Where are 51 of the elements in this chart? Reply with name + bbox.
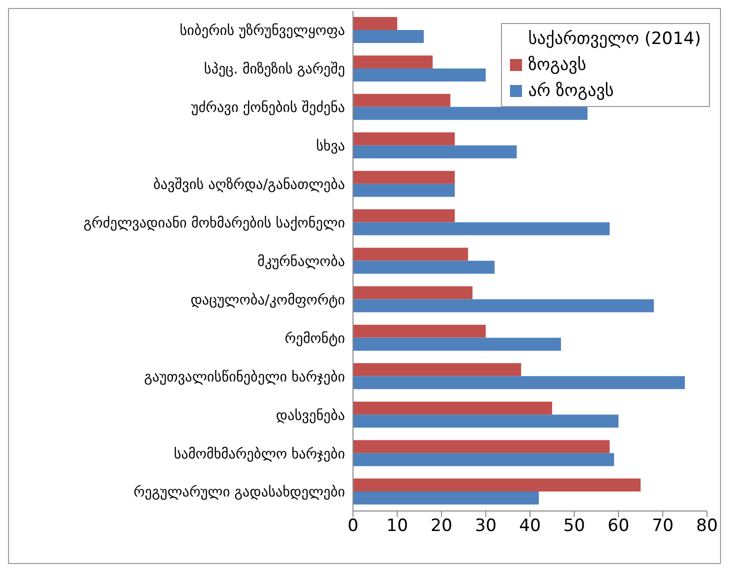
y-tick-label: სხვა xyxy=(316,138,345,155)
y-tick-label: სიბერის უზრუნველყოფა xyxy=(180,23,345,40)
y-tick-label: რემონტი xyxy=(284,330,345,347)
bar xyxy=(353,248,468,261)
bar xyxy=(353,106,588,120)
bar xyxy=(353,209,455,222)
bar xyxy=(353,414,618,428)
x-tick-label: 0 xyxy=(348,516,358,536)
x-tick-label: 80 xyxy=(696,516,718,536)
bar xyxy=(353,338,561,351)
bar xyxy=(353,299,654,312)
y-tick-label: ბავშვის აღზრდა/განათლება xyxy=(153,177,345,194)
bar xyxy=(353,478,641,492)
bar xyxy=(353,94,450,107)
bar xyxy=(353,376,685,390)
y-tick-label: სპეც. მიზეზის გარეშე xyxy=(204,62,345,78)
bar xyxy=(353,17,398,30)
bar xyxy=(353,145,517,158)
bar xyxy=(353,184,455,197)
x-tick-label: 40 xyxy=(519,516,541,536)
legend-label: არ ზოგავს xyxy=(528,80,614,103)
bar xyxy=(353,170,455,184)
bar xyxy=(353,402,552,415)
bar xyxy=(353,363,522,376)
bar xyxy=(353,132,455,146)
y-tick-label: გაუთვალისწინებელი ხარჯები xyxy=(144,369,345,386)
bar xyxy=(353,55,433,68)
legend-title: საქართველო (2014) xyxy=(528,28,701,51)
x-tick-label: 50 xyxy=(563,516,586,536)
y-tick-label: დასვენება xyxy=(276,408,345,424)
y-tick-label: რეგულარული გადასახდელები xyxy=(134,484,345,501)
bar xyxy=(353,286,472,300)
y-tick-label: უძრავი ქონების შეძენა xyxy=(191,100,345,116)
x-tick-label: 20 xyxy=(430,516,452,536)
y-tick-label: მკურნალობა xyxy=(257,254,345,270)
bar xyxy=(353,260,495,274)
bar xyxy=(353,324,486,338)
y-tick-label: გრძელვადიანი მოხმარების საქონელი xyxy=(84,216,345,232)
y-tick-label: დაცულობა/კომფორტი xyxy=(190,292,345,308)
y-tick-label: სამომხმარებლო ხარჯები xyxy=(174,446,345,462)
bar xyxy=(353,30,424,43)
legend-label: ზოგავს xyxy=(528,54,586,77)
bar xyxy=(353,453,614,466)
x-tick-label: 30 xyxy=(474,516,497,536)
x-tick-label: 10 xyxy=(386,516,408,536)
bar xyxy=(353,68,486,82)
x-tick-label: 70 xyxy=(652,516,674,536)
bar xyxy=(353,440,610,454)
bar xyxy=(353,492,539,505)
bar xyxy=(353,222,610,236)
x-tick-label: 60 xyxy=(608,516,630,536)
